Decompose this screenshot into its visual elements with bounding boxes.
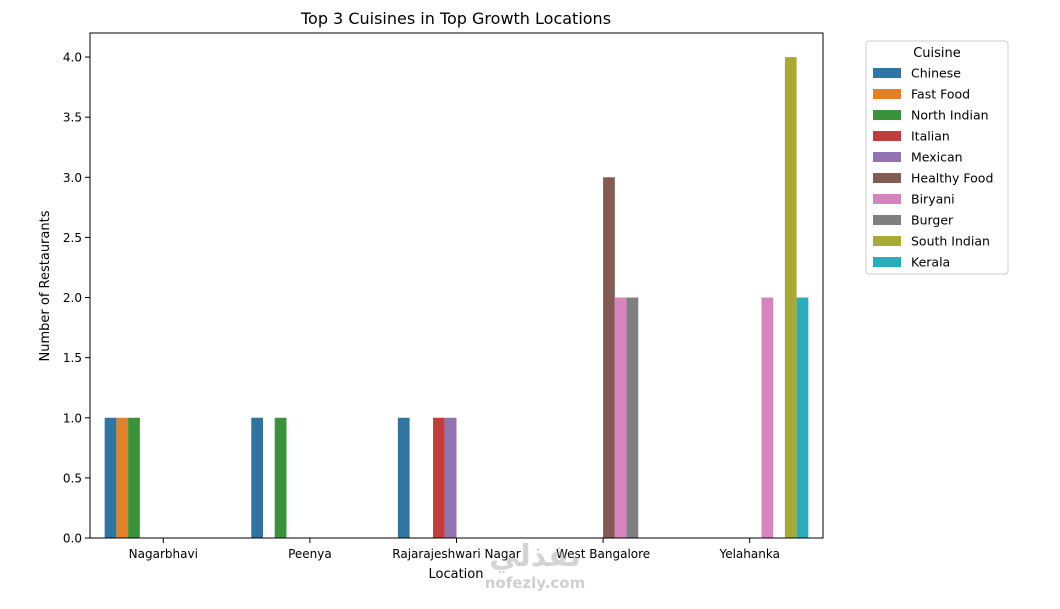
bar [796,297,809,538]
y-tick-label: 4.0 [63,51,82,65]
legend-swatch [873,152,901,162]
x-tick-label: Rajarajeshwari Nagar [392,547,521,561]
x-tick-label: Peenya [288,547,332,561]
chart-title: Top 3 Cuisines in Top Growth Locations [300,9,611,28]
legend-swatch [873,215,901,225]
legend-frame [865,40,1009,275]
legend-swatch [873,173,901,183]
bar [251,417,263,538]
legend-swatch [873,68,901,78]
y-tick-label: 0.0 [63,532,82,546]
legend-label: Fast Food [911,87,970,102]
bar [274,417,287,538]
bar [603,177,615,539]
legend: Cuisine Chinese Fast Food North Indian Ital… [865,40,1009,275]
y-tick-label: 1.0 [63,411,82,425]
y-tick-label: 2.0 [63,291,82,305]
legend-label: Healthy Food [911,171,993,186]
legend-items: Chinese Fast Food North Indian Italian Mexic… [873,66,993,270]
legend-label: Italian [911,129,950,144]
x-tick-label: Nagarbhavi [129,547,198,561]
bar [397,417,410,538]
y-axis-label: Number of Restaurants [38,210,53,361]
bar [128,417,140,538]
legend-swatch [873,194,901,204]
legend-swatch [873,110,901,120]
y-tick-label: 1.5 [63,351,82,365]
bar [761,297,774,538]
legend-title: Cuisine [913,46,961,61]
x-axis: Nagarbhavi Peenya Rajarajeshwari Nagar West… [129,538,780,561]
x-tick-label: West Bangalore [556,547,650,561]
legend-label: Burger [911,213,954,228]
bar [444,417,457,538]
bar [116,417,129,538]
legend-label: North Indian [911,108,989,123]
bar [626,297,639,538]
x-tick-label: Yelahanka [718,547,779,561]
bar [104,417,117,538]
bar [433,417,445,538]
legend-swatch [873,89,901,99]
x-axis-label: Location [429,567,484,582]
y-tick-label: 3.5 [63,111,82,125]
legend-label: Kerala [911,255,950,270]
legend-swatch [873,236,901,246]
y-axis: 0.0 0.5 1.0 1.5 2.0 2.5 3.0 3.5 4.0 [63,51,90,546]
legend-label: Biryani [911,192,955,207]
legend-label: Mexican [911,150,963,165]
y-tick-label: 2.5 [63,231,82,245]
y-tick-label: 0.5 [63,471,82,485]
y-tick-label: 3.0 [63,171,82,185]
legend-swatch [873,131,901,141]
legend-label: South Indian [911,234,990,249]
bar [614,297,627,538]
legend-label: Chinese [911,66,961,81]
bar [784,57,797,539]
bars-group [104,57,809,539]
legend-swatch [873,257,901,267]
